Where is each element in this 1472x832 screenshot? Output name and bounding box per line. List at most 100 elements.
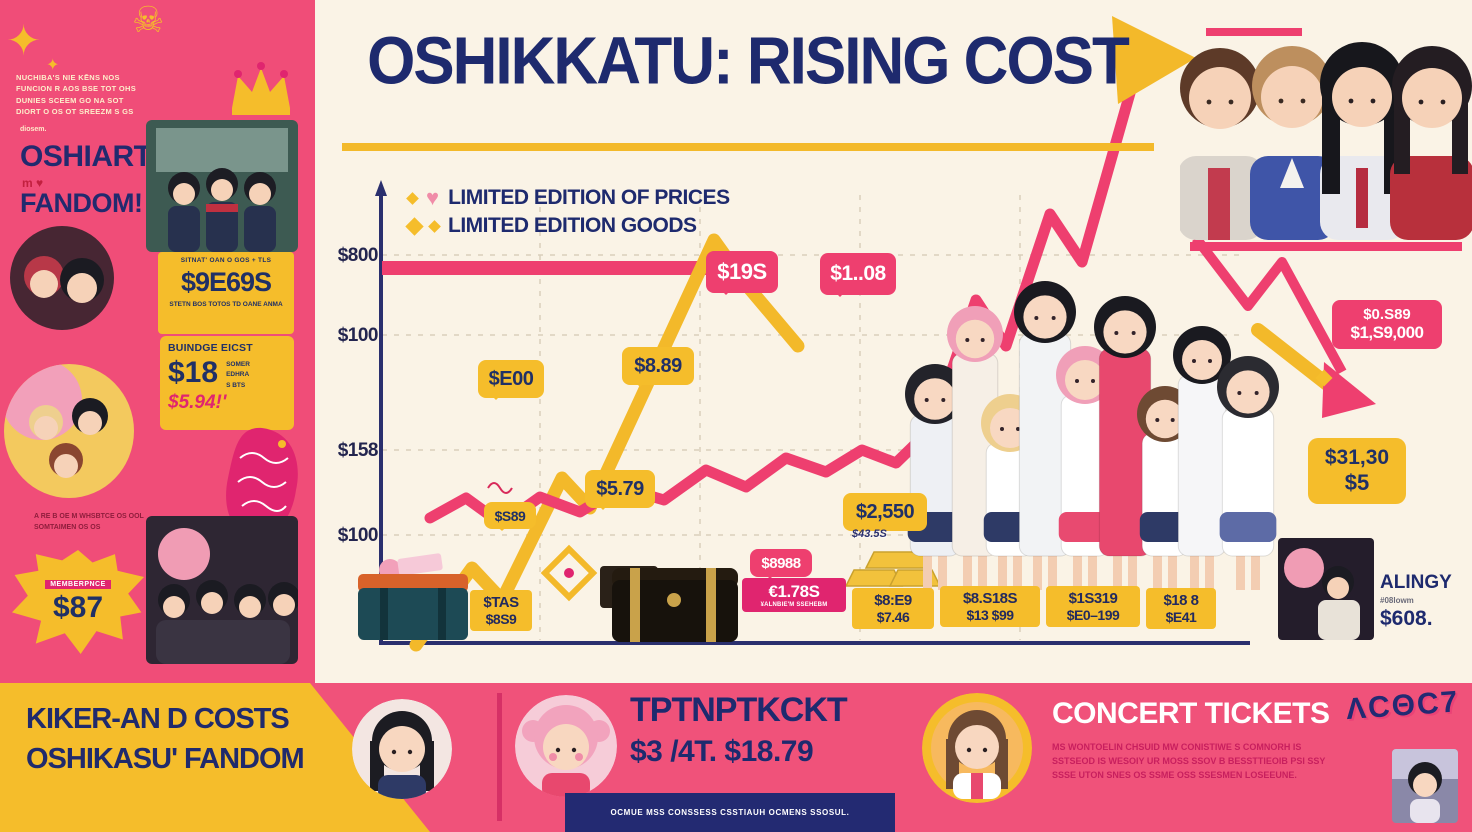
footer-concert-paragraph: MS WONTOELIN CHSUID MW CONISTIWE S COMNO…	[1052, 742, 1326, 780]
legend-label-prices: LIMITED EDITION OF PRICES	[448, 186, 730, 209]
goods-line	[409, 233, 805, 652]
y-tick-0: $800	[337, 245, 379, 266]
price-tag-line2: $13 $99	[966, 607, 1014, 624]
sidebar-circle-photo-2	[4, 364, 134, 498]
top-right-pink-bar	[1206, 28, 1302, 36]
sidebar-price-card: SITNAT' OAN O GOS + TLS $9E69S STETN BOS…	[158, 252, 294, 334]
price-card-topline: SITNAT' OAN O GOS + TLS	[180, 257, 272, 264]
diamond-icon	[1315, 369, 1333, 387]
diamond-icon	[405, 216, 424, 236]
right-pink-zigzag	[1192, 234, 1347, 375]
diamond-ornament-icon	[540, 544, 598, 602]
right-yellow-price-tag: $31,30 $5	[1308, 438, 1406, 504]
star-icon: ✦	[6, 17, 42, 64]
arrow-down-icon	[1322, 362, 1376, 418]
footer-concert-title: CONCERT TICKETS	[1052, 697, 1330, 730]
pink-tag-line1: $0.S89	[1363, 306, 1411, 323]
price-tag-line1: $8.S18S	[962, 590, 1018, 607]
legend-label-goods: LIMITED EDITION GOODS	[448, 214, 697, 237]
price-tag: $8:E9 $7.46	[852, 588, 934, 630]
price-tag: $1S319 $E0–199	[1046, 586, 1140, 628]
price-tag-line2: ¥ALNBIE'M SSEHEBM	[760, 601, 828, 608]
price-bubble: $1..08	[820, 253, 896, 297]
alingy-block: ALINGY #08lowm $608.	[1380, 572, 1452, 631]
price-tag-line1: €1.78S	[768, 582, 820, 601]
sidebar-photo-group	[146, 120, 298, 252]
page-title: OSHIKKATU: RISING COST	[367, 24, 1130, 99]
legend-row-prices: ♥ LIMITED EDITION OF PRICES	[406, 185, 730, 210]
sidebar-circle-photo-1	[10, 226, 114, 330]
price-tag-line1: $1S319	[1068, 590, 1118, 607]
diamond-small-icon	[428, 219, 441, 233]
member-price-splash: MEMBERPNCE $87	[12, 550, 144, 654]
legend-row-goods: LIMITED EDITION GOODS	[405, 214, 730, 238]
diamond-icon	[406, 191, 419, 205]
member-price-label: MEMBERPNCE	[45, 579, 111, 589]
price-bubble: $S89	[484, 502, 536, 531]
price-bubble: $8988	[750, 549, 812, 579]
member-price-value: $87	[52, 590, 104, 624]
idol-portrait-2	[1250, 46, 1336, 240]
sidebar-magenta-art	[222, 424, 302, 542]
title-underline	[342, 143, 1154, 151]
skull-icon: ☠	[132, 0, 165, 40]
footer-left-title1: KIKER-AN D COSTS	[26, 703, 290, 735]
fan-crowd-illustration	[905, 281, 1279, 590]
price-tag-line2: $E0–199	[1066, 607, 1120, 624]
price-tag-line2: $8S9	[485, 611, 517, 628]
price-tag-line1: $TAS	[483, 594, 519, 611]
price-tag: $18 8 $E41	[1146, 588, 1216, 630]
sidebar-note-small: diosem.	[20, 126, 47, 133]
footer-avatar-concert	[922, 693, 1032, 803]
price-tag-line1: $8:E9	[874, 592, 912, 609]
price-tag: €1.78S ¥ALNBIE'M SSEHEBM	[742, 578, 846, 613]
y-tick-2: $158	[337, 440, 379, 461]
footer-ticket-title: TPTNPTKCKT	[630, 691, 848, 729]
footer-ticket-price: $3 /4T. $18.79	[630, 735, 814, 768]
yellow-tag-line1: $31,30	[1324, 446, 1390, 469]
footer-small-photo	[1392, 749, 1458, 823]
alingy-title: ALINGY	[1380, 572, 1452, 593]
merch-chest-2	[600, 566, 738, 642]
chart-axes	[375, 180, 1250, 645]
chart-legend: ♥ LIMITED EDITION OF PRICES LIMITED EDIT…	[405, 185, 730, 242]
star-small-icon: ✦	[46, 57, 60, 74]
heart-accent-icon: m ♥	[22, 176, 44, 190]
heart-icon: ♥	[426, 185, 440, 210]
price-tag-line1: $18 8	[1163, 592, 1199, 609]
sidebar-note-top: NUCHIBA'S NIE KĒNS NOS FUNCION R AOS BSE…	[16, 73, 137, 116]
sidebar-photo-bottom	[146, 516, 298, 664]
pink-plateau-line	[382, 261, 712, 275]
sidebar-badge: BUINDGE EICST $18 SOMER EDHRA S BTS $5.9…	[160, 336, 294, 430]
footer-avatar-dark-hair	[352, 699, 452, 799]
footer-divider	[497, 693, 502, 821]
right-small-photo	[1278, 538, 1374, 640]
price-card-price: $9E69S	[180, 267, 272, 297]
right-pink-bar	[1190, 242, 1462, 251]
badge-side-3: S BTS	[226, 381, 246, 389]
merch-chest-1	[358, 553, 468, 640]
price-bubble: $2,550	[843, 493, 927, 533]
gold-bars-label: $43.5S	[852, 528, 887, 540]
y-tick-1: $100	[337, 325, 379, 346]
idol-portrait-4	[1390, 46, 1472, 240]
idol-portrait-1	[1180, 48, 1264, 240]
sidebar-note-red: A RE B OE M WHSBTCE OS OOL SOMTAIMEN OS …	[34, 513, 144, 531]
pink-tag-line2: $1,S9,000	[1350, 323, 1424, 342]
footer-avatar-pink-hair	[515, 695, 617, 797]
price-tag: $8.S18S $13 $99	[940, 586, 1040, 628]
price-bubble: $5.79	[585, 470, 655, 510]
idol-portraits-illustration	[1180, 42, 1472, 240]
footer-navy-note: OCMUE MSS CONSSESS CSSTIAUH OCMENS SSOSU…	[565, 793, 895, 832]
grid-lines	[382, 195, 1240, 640]
idol-portrait-3	[1320, 42, 1406, 240]
crown-icon	[232, 62, 290, 115]
price-card-caption: STETN BOS TOTOS TD OANE ANMA	[169, 301, 283, 308]
red-squiggle-icon	[487, 482, 513, 494]
footer-band: KIKER-AN D COSTS OSHIKASU' FANDOM	[0, 683, 1472, 832]
price-tag-line2: $E41	[1165, 609, 1197, 626]
footer-glitch-logo: ΛCΘC7	[1344, 685, 1461, 727]
price-tag-line2: $7.46	[876, 609, 910, 626]
yellow-tag-line2: $5	[1344, 470, 1370, 495]
